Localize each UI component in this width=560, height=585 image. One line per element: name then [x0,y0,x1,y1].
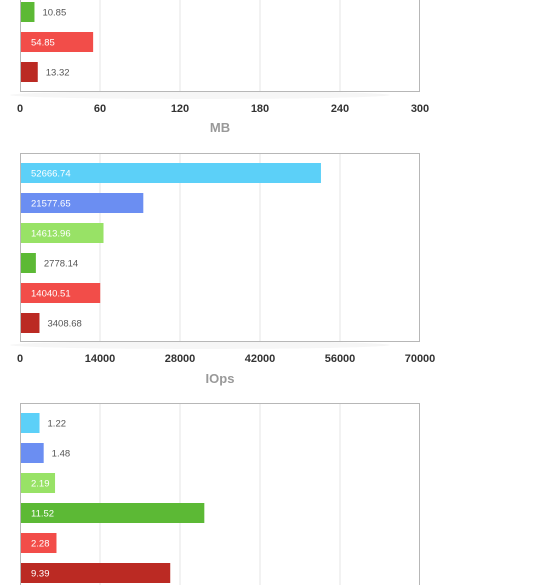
x-tick-label: 240 [331,103,349,115]
x-tick-label: 14000 [85,353,116,365]
bar [21,193,144,213]
x-tick-label: 120 [171,103,189,115]
plot-frame [20,403,420,585]
data-label: 21577.65 [31,199,71,210]
bar [21,223,104,243]
chart-panel-1: 10.85 54.85 13.32 0 60 120 180 240 300 MB [10,0,429,135]
x-tick-label: 28000 [165,353,196,365]
bar [21,32,94,52]
axis-shadow [10,341,390,349]
data-label: 52666.74 [31,169,71,180]
data-label: 14040.51 [31,289,71,300]
data-label: 11.52 [31,509,54,520]
data-label: 1.48 [52,449,71,460]
x-tick-label: 0 [17,103,23,115]
bar [21,473,56,493]
bar [21,313,40,333]
bar [21,413,40,433]
chart-panel-2: 52666.74 21577.65 14613.96 2778.14 14040.51 3… [10,153,436,386]
data-label: 1.22 [48,419,67,430]
data-label: 9.39 [31,569,50,580]
x-axis-title: IOps [206,371,235,386]
data-label: 2.28 [31,539,50,550]
chart-panel-3: 1.22 1.48 2.19 11.52 2.28 9.39 [20,403,420,585]
x-tick-label: 0 [17,353,23,365]
bar [21,533,57,553]
x-tick-label: 60 [94,103,106,115]
plot-frame [20,0,420,92]
bar [21,2,35,22]
data-label: 13.32 [46,68,70,79]
x-tick-label: 56000 [325,353,356,365]
x-tick-label: 42000 [245,353,276,365]
bar [21,283,101,303]
bar [21,62,38,82]
data-label: 10.85 [42,8,66,19]
x-tick-label: 70000 [405,353,436,365]
x-axis-title: MB [210,120,230,135]
data-label: 54.85 [31,38,55,49]
x-tick-label: 180 [251,103,269,115]
bar [21,563,171,583]
axis-shadow [10,91,390,99]
data-label: 14613.96 [31,229,71,240]
x-tick-label: 300 [411,103,429,115]
bar [21,443,44,463]
bar [21,253,36,273]
data-label: 2778.14 [44,259,78,270]
bar [21,503,205,523]
bar [21,163,321,183]
data-label: 2.19 [31,479,50,490]
plot-frame [20,153,420,342]
data-label: 3408.68 [47,319,81,330]
